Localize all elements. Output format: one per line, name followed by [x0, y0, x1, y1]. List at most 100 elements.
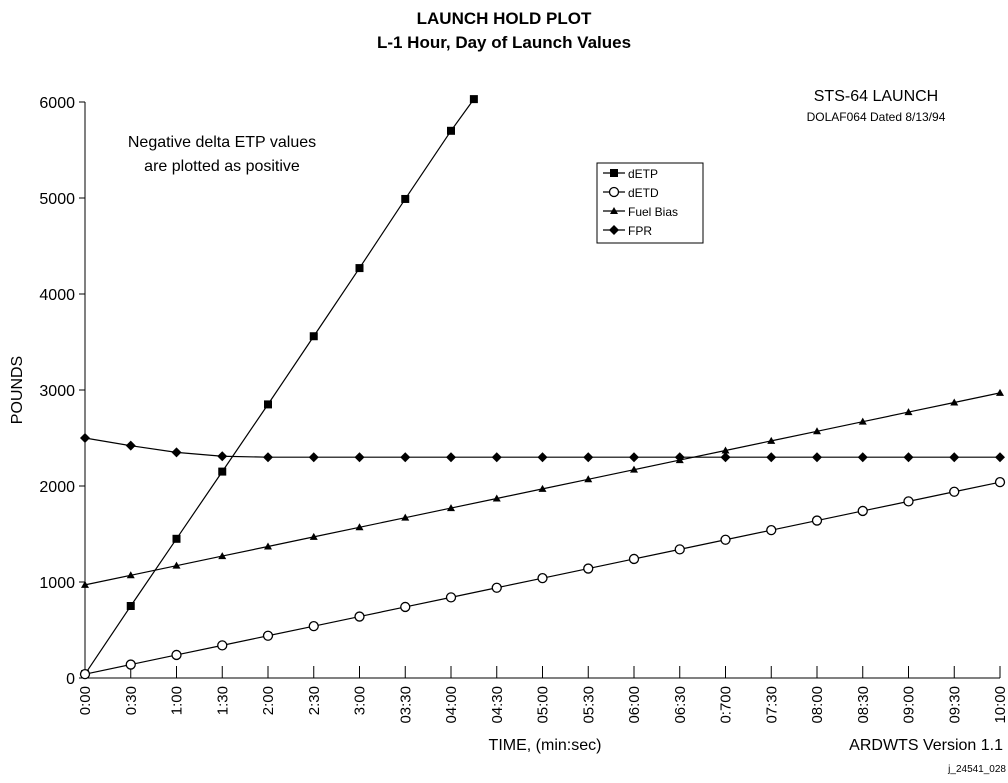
marker — [812, 452, 822, 463]
marker — [492, 494, 501, 502]
x-tick-label: 04:00 — [443, 686, 460, 724]
y-tick-label: 0 — [66, 671, 75, 688]
marker — [126, 571, 135, 579]
marker — [903, 496, 914, 507]
x-tick-label: 2:00 — [260, 686, 277, 715]
y-axis-label: POUNDS — [9, 356, 26, 424]
marker — [994, 477, 1006, 488]
y-tick-label: 5000 — [39, 191, 75, 208]
legend-label: Fuel Bias — [628, 205, 678, 219]
marker — [354, 452, 365, 463]
marker — [903, 452, 914, 463]
marker — [491, 452, 502, 463]
x-tick-label: 08:30 — [855, 686, 872, 724]
marker — [217, 451, 228, 462]
marker — [400, 601, 411, 613]
x-tick-label: 04:30 — [489, 686, 506, 724]
chart-subtitle: L-1 Hour, Day of Launch Values — [377, 33, 631, 52]
marker — [858, 417, 867, 425]
marker — [537, 452, 548, 463]
marker — [264, 542, 272, 550]
marker — [81, 580, 89, 588]
marker — [355, 264, 364, 273]
marker — [125, 659, 136, 670]
marker — [537, 573, 548, 584]
marker — [309, 332, 318, 341]
marker — [218, 467, 227, 476]
marker — [583, 563, 594, 574]
series-line — [84, 98, 475, 675]
marker — [767, 436, 776, 444]
marker — [218, 552, 227, 560]
marker — [630, 465, 638, 473]
marker — [126, 602, 135, 610]
marker — [400, 452, 411, 463]
marker — [447, 126, 455, 135]
legend-label: dETP — [628, 167, 658, 181]
y-tick-label: 6000 — [39, 95, 75, 112]
marker — [610, 207, 618, 214]
marker — [171, 649, 182, 661]
x-tick-label: 07:30 — [763, 686, 780, 724]
marker — [674, 544, 685, 555]
marker — [538, 484, 547, 492]
marker — [80, 433, 90, 443]
y-tick-label: 3000 — [39, 383, 75, 400]
marker — [355, 523, 364, 531]
x-tick-label: 0:30 — [123, 686, 140, 715]
x-tick-label: 03:30 — [397, 686, 414, 724]
marker — [813, 427, 821, 435]
annotation: ARDWTS Version 1.1 — [849, 737, 1003, 754]
annotation: j_24541_028 — [947, 764, 1006, 775]
marker — [811, 515, 823, 526]
marker — [491, 582, 502, 593]
marker — [217, 640, 228, 651]
marker — [766, 452, 777, 463]
marker — [995, 452, 1005, 463]
y-tick-label: 1000 — [39, 575, 75, 592]
x-tick-label: 05:00 — [535, 686, 552, 724]
marker — [583, 452, 594, 463]
x-tick-label: 08:00 — [809, 686, 826, 724]
marker — [857, 505, 868, 517]
marker — [766, 525, 777, 536]
marker — [628, 553, 640, 565]
marker — [857, 452, 868, 463]
marker — [445, 592, 457, 603]
marker — [446, 452, 456, 463]
legend-label: FPR — [628, 224, 652, 238]
marker — [609, 225, 619, 235]
x-tick-label: 09:30 — [946, 686, 963, 724]
marker — [447, 504, 455, 512]
annotation: are plotted as positive — [144, 158, 300, 175]
x-tick-label: 1:00 — [169, 686, 186, 715]
marker — [629, 452, 639, 463]
marker — [720, 534, 731, 545]
legend-label: dETD — [628, 186, 659, 200]
marker — [949, 452, 960, 463]
annotation: DOLAF064 Dated 8/13/94 — [807, 110, 946, 124]
marker — [469, 95, 478, 104]
x-tick-label: 0:700 — [718, 686, 735, 724]
x-tick-label: 06:30 — [672, 686, 689, 724]
marker — [172, 561, 181, 569]
marker — [950, 398, 959, 406]
marker — [308, 621, 319, 632]
marker — [172, 534, 181, 543]
y-tick-label: 2000 — [39, 479, 75, 496]
marker — [125, 440, 136, 451]
x-tick-label: 09:00 — [901, 686, 918, 724]
marker — [721, 446, 730, 454]
x-tick-label: 10:00 — [992, 686, 1008, 724]
annotation: Negative delta ETP values — [128, 134, 316, 151]
annotation: STS-64 LAUNCH — [814, 88, 938, 105]
marker — [949, 486, 960, 497]
marker — [354, 611, 365, 622]
x-tick-label: 3:00 — [352, 686, 369, 715]
y-tick-label: 4000 — [39, 287, 75, 304]
x-axis-label: TIME, (min:sec) — [489, 737, 602, 754]
x-tick-label: 0:00 — [77, 686, 94, 715]
x-tick-label: 06:00 — [626, 686, 643, 724]
